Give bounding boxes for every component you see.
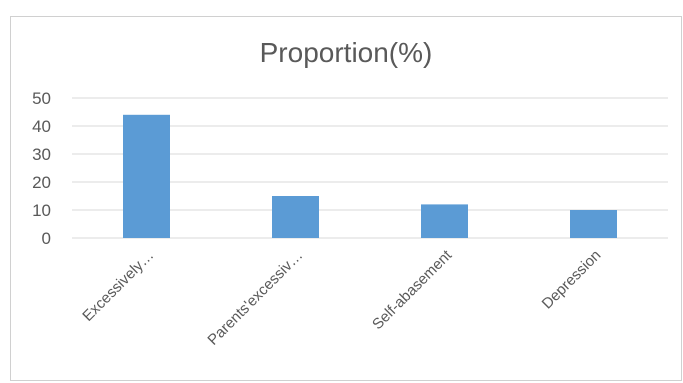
bars: [123, 114, 617, 238]
chart-title: Proportion(%): [259, 37, 433, 68]
y-tick-label: 10: [32, 201, 51, 220]
y-tick-label: 50: [32, 89, 51, 108]
x-category-label: Depression: [539, 247, 605, 313]
y-tick-label: 20: [32, 173, 51, 192]
x-category-label: Parents'excessiv…: [204, 247, 306, 349]
bar: [570, 210, 617, 238]
y-tick-label: 30: [32, 145, 51, 164]
chart-frame: Proportion(%): [10, 16, 682, 381]
y-tick-label: 40: [32, 117, 51, 136]
bar: [272, 196, 319, 238]
y-axis-ticks: 0 10 20 30 40 50: [32, 89, 51, 248]
x-category-label: Self-abasement: [369, 246, 456, 333]
bar: [123, 114, 170, 238]
grid-lines: [72, 97, 668, 239]
bar: [421, 204, 468, 238]
x-category-label: Excessively…: [79, 247, 157, 325]
y-tick-label: 0: [42, 229, 51, 248]
x-axis-categories: Excessively… Parents'excessiv… Self-abasem…: [79, 246, 604, 348]
